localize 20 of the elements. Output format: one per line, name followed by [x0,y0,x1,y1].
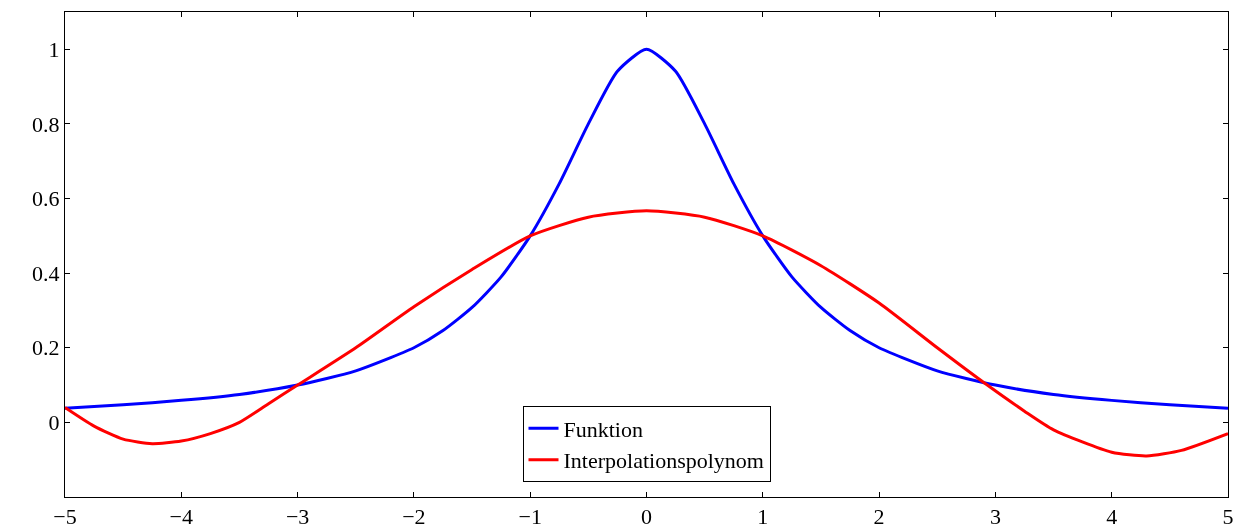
y-tick-label: 0.4 [32,260,60,286]
legend-label: Interpolationspolynom [563,448,764,474]
y-tick-label: 1 [48,37,60,63]
x-tick-label: 2 [873,504,885,530]
x-tick-label: 5 [1222,504,1234,530]
x-tick-label: 3 [989,504,1001,530]
x-tick-label: 4 [1106,504,1118,530]
x-tick-label: 1 [757,504,769,530]
x-tick-label: −3 [285,504,310,530]
x-tick-label: 0 [641,504,652,530]
x-tick-label: −5 [53,504,77,530]
y-tick-label: 0.6 [32,186,60,212]
x-tick-label: −1 [518,504,542,530]
x-tick-label: −4 [169,504,194,530]
y-tick-label: 0 [48,410,60,436]
x-tick-label: −2 [402,504,426,530]
legend-label: Funktion [563,416,643,442]
y-tick-label: 0.8 [32,111,60,137]
y-tick-label: 0.2 [32,335,60,361]
line-series [65,47,1228,410]
